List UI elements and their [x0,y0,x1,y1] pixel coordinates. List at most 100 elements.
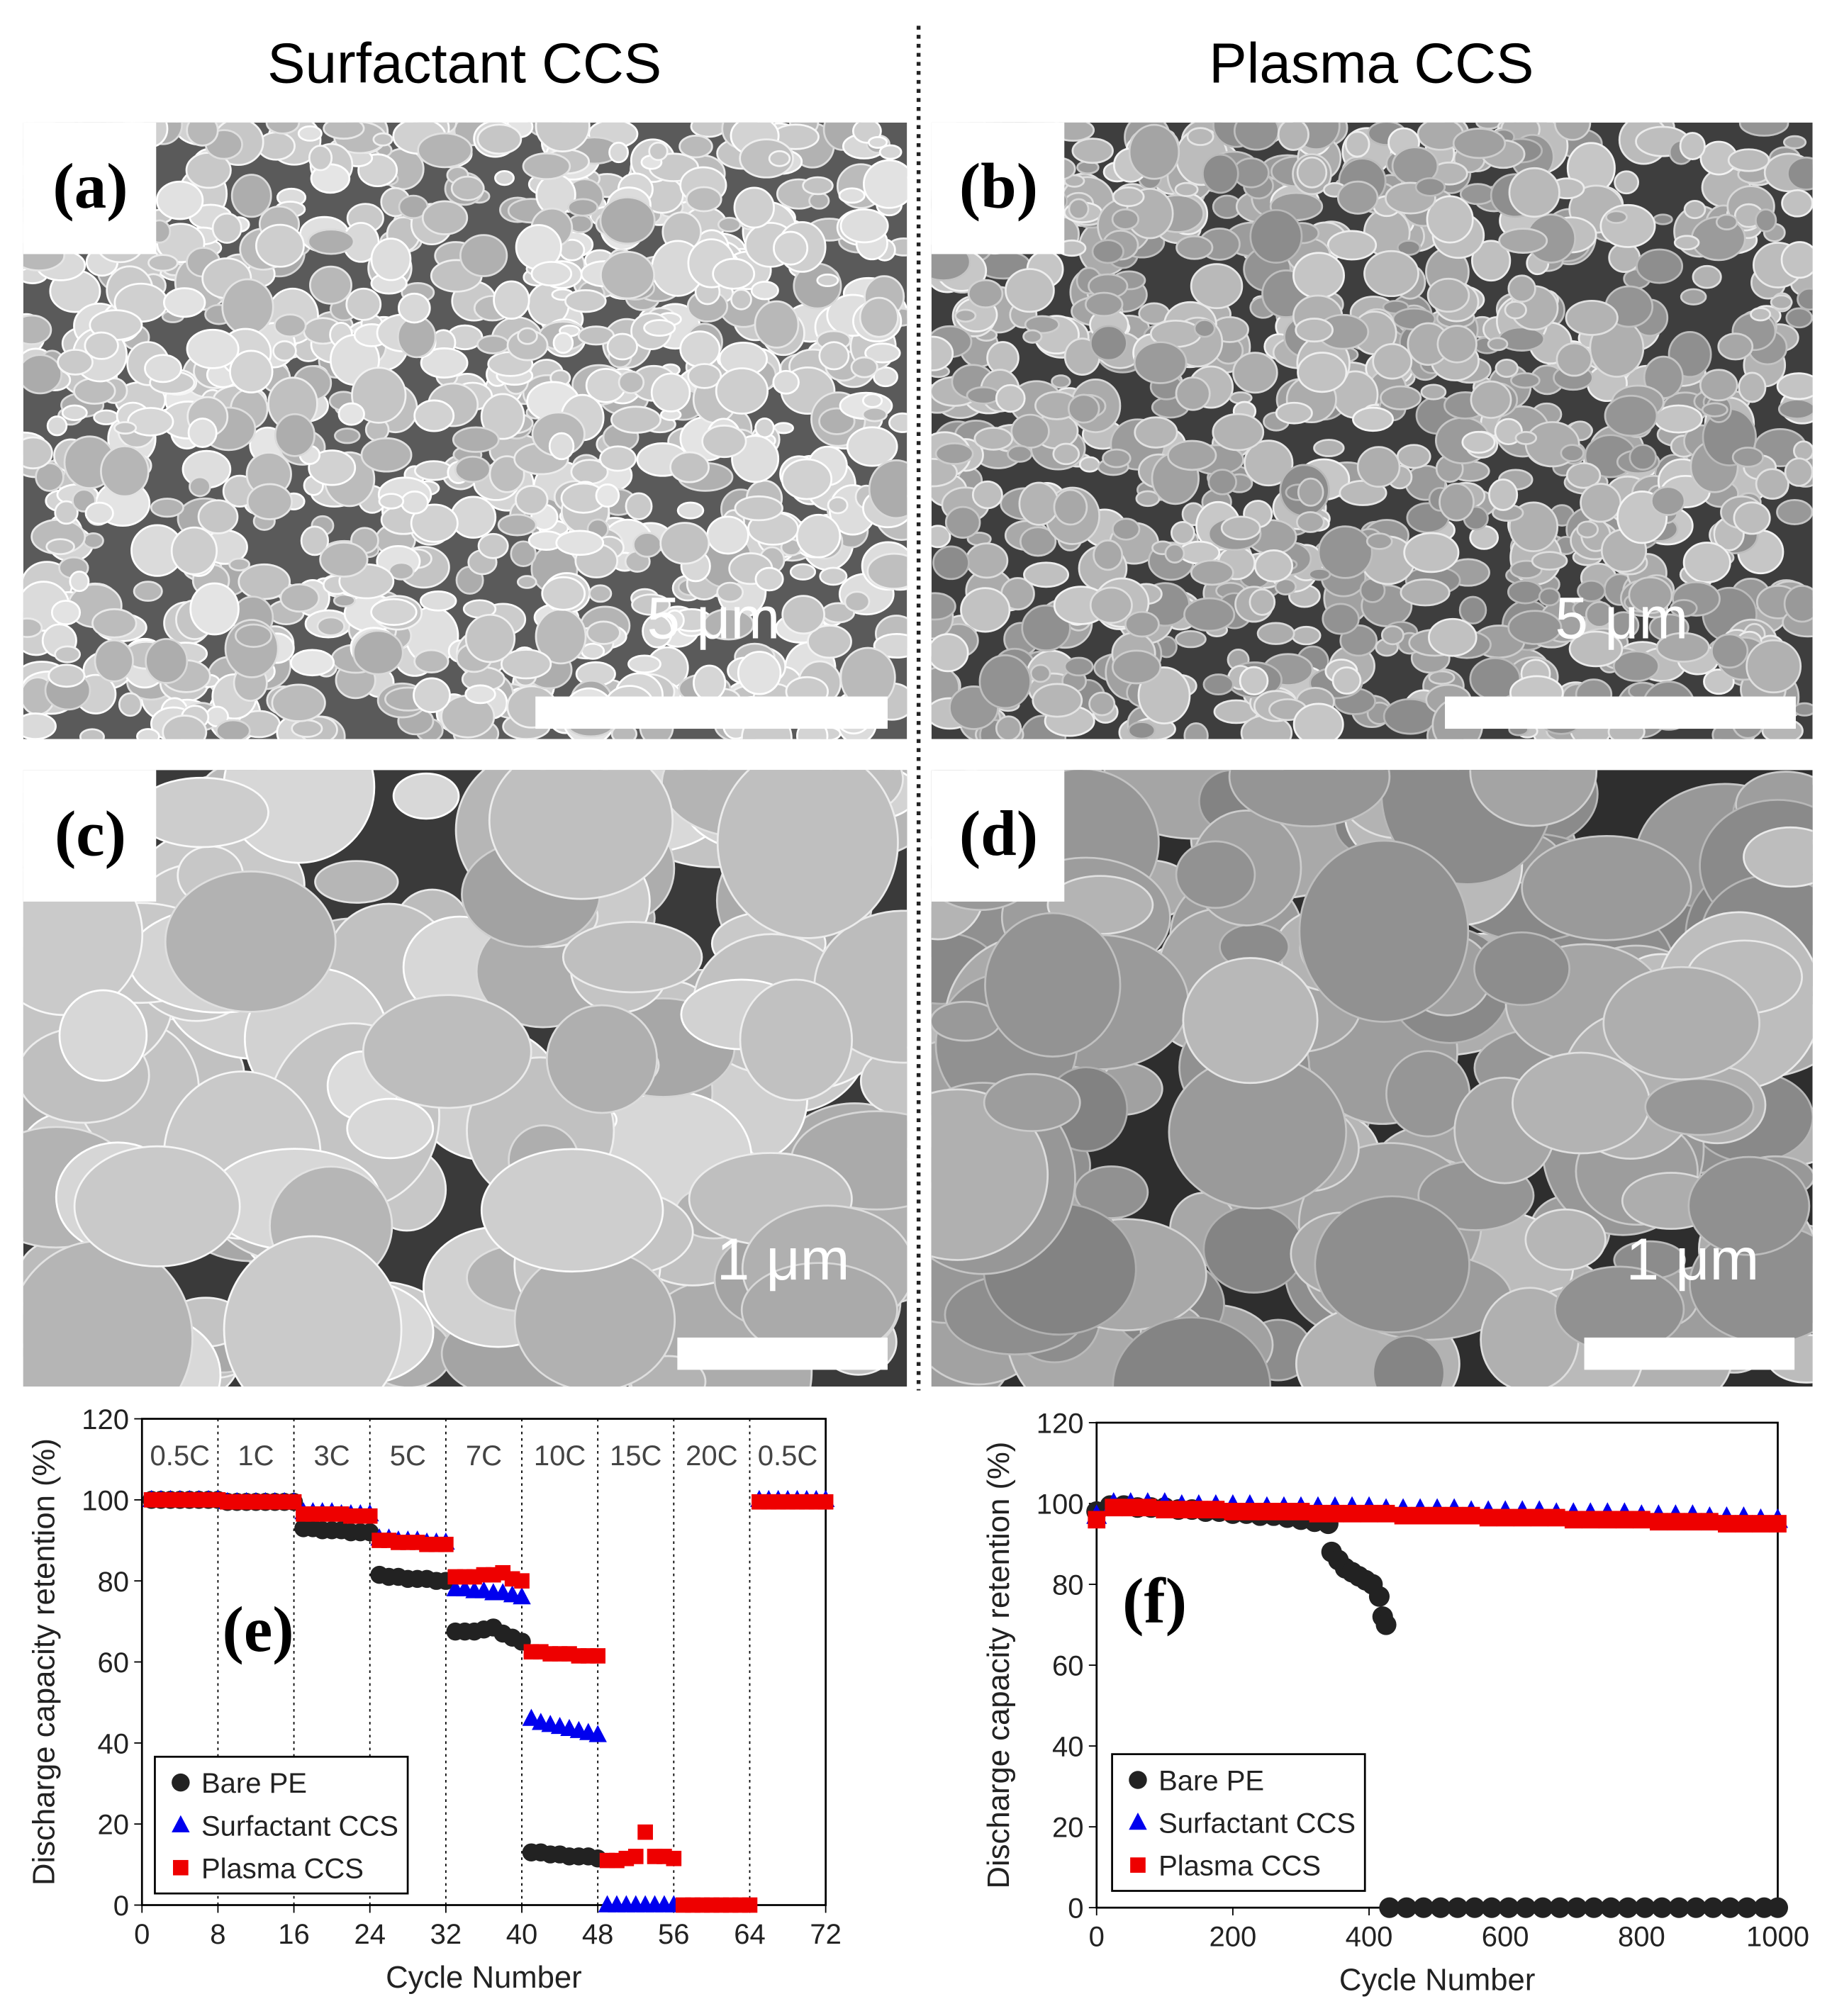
panel-label: (e) [223,1594,294,1665]
data-point [1375,1614,1397,1635]
sem-grain [1727,148,1770,172]
sem-grain [1452,128,1507,159]
sem-grain [1473,931,1570,1007]
sem-grain [1091,239,1124,264]
sem-grain [864,342,901,364]
data-point [1479,1508,1497,1527]
sem-grain [1655,632,1710,663]
legend-label: Bare PE [201,1768,307,1799]
sem-grain [170,526,218,576]
data-point [1666,1513,1685,1531]
sem-grain [965,542,1009,579]
sem-grain [1776,372,1813,401]
sem-grain [703,608,754,641]
sem-grain [215,719,251,739]
sem-grain [316,616,345,637]
data-point [1428,1506,1446,1525]
sem-grain [739,978,854,1102]
data-point [1377,1504,1395,1523]
data-point [1752,1515,1770,1533]
sem-grain [1068,198,1090,220]
data-point [1207,1501,1225,1518]
sem-grain [618,370,645,395]
sem-grain [1461,430,1496,454]
y-axis-label: Discharge capacity retention (%) [981,1442,1016,1889]
sem-grain [1202,1204,1305,1294]
sem-grain [530,261,573,287]
sem-grain [586,620,621,645]
sem-grain [1220,515,1261,541]
sem-grain [417,132,473,169]
sem-grain [1274,578,1297,595]
data-point [1515,1897,1536,1918]
sem-grain [497,513,537,537]
sem-grain [866,552,907,590]
sem-grain [1495,358,1519,379]
sem-grain [513,1248,676,1387]
sem-grain [1102,448,1132,469]
sem-grain [960,587,1011,633]
sem-grain [1254,549,1294,583]
sem-grain [632,532,662,558]
sem-grain [1326,230,1378,261]
sem-grain [410,503,459,543]
sem-grain [754,300,800,349]
sem-grain [82,532,104,549]
sem-grain [861,393,883,408]
sem-grain [133,581,163,602]
scale-bar [1445,696,1796,729]
sem-grain [715,367,769,415]
sem-grain [1093,539,1124,571]
scale-bar-label: 1 μm [1626,1226,1760,1292]
data-point [1481,1897,1502,1918]
sem-grain [1565,300,1619,336]
sem-grain [1475,122,1502,130]
sem-grain [515,485,549,515]
data-point [1411,1506,1429,1525]
sem-grain [827,496,849,515]
y-tick-label: 120 [1037,1409,1084,1440]
y-axis-label: Discharge capacity retention (%) [27,1438,62,1886]
sem-grain [187,418,218,449]
sem-grain [1071,138,1114,164]
sem-grain [535,122,591,152]
sem-grain [1403,532,1460,573]
sem-grain [934,442,974,465]
sem-grain [398,292,431,324]
sem-grain [1032,683,1083,718]
sem-grain [291,719,323,738]
sem-grain [488,455,525,493]
sem-grain [1458,595,1487,625]
sem-grain [400,490,429,515]
sem-grain [271,683,326,722]
sem-grain [480,393,525,440]
sem-grain [1297,352,1348,393]
sem-grain [650,372,691,413]
sem-grain [147,254,179,272]
data-point [1241,1503,1259,1521]
sem-grain [279,583,320,613]
sem-grain [712,257,756,290]
sem-grain [308,449,357,486]
sem-grain [1164,543,1185,564]
sem-grain [35,461,65,492]
sem-grain [360,437,413,473]
x-axis-label: Cycle Number [1339,1963,1536,1998]
sem-image [23,770,907,1387]
sem-grain [1175,376,1211,411]
sem-grain [631,593,671,616]
sem-grain [1602,965,1760,1081]
sem-grain [599,196,656,245]
sem-grain [1277,122,1309,151]
sem-grain [625,492,653,520]
sem-grain [931,457,958,488]
y-tick-label: 40 [1052,1732,1084,1763]
sem-grain [1111,208,1140,230]
sem-grain [610,405,661,434]
sem-grain [346,1097,435,1160]
sem-grain [1174,181,1199,197]
sem-grain [1470,240,1512,282]
sem-grain [648,141,669,162]
sem-grain [1509,372,1541,389]
sem-grain [808,191,830,210]
